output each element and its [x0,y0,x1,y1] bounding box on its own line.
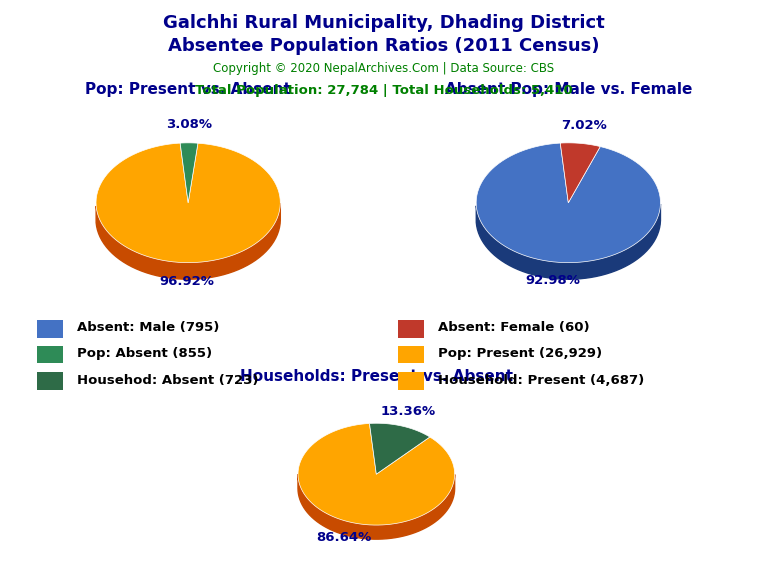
Text: Absent: Female (60): Absent: Female (60) [439,321,590,335]
Polygon shape [476,204,660,279]
Text: 96.92%: 96.92% [160,275,214,287]
FancyBboxPatch shape [38,346,63,363]
Text: 3.08%: 3.08% [166,118,212,131]
FancyBboxPatch shape [399,372,424,390]
Text: Househod: Absent (723): Househod: Absent (723) [77,374,259,387]
Polygon shape [298,474,455,539]
Text: 13.36%: 13.36% [381,405,435,418]
FancyBboxPatch shape [38,372,63,390]
Text: Copyright © 2020 NepalArchives.Com | Data Source: CBS: Copyright © 2020 NepalArchives.Com | Dat… [214,62,554,75]
Text: Pop: Present vs. Absent: Pop: Present vs. Absent [85,82,291,97]
Polygon shape [96,203,280,279]
Text: Pop: Absent (855): Pop: Absent (855) [77,347,212,360]
Polygon shape [96,143,280,263]
Polygon shape [298,423,455,525]
FancyBboxPatch shape [399,346,424,363]
Text: 86.64%: 86.64% [316,530,372,544]
Text: Absent Pop: Male vs. Female: Absent Pop: Male vs. Female [445,82,692,97]
Text: Household: Present (4,687): Household: Present (4,687) [439,374,644,387]
Polygon shape [180,143,198,203]
Text: Galchhi Rural Municipality, Dhading District: Galchhi Rural Municipality, Dhading Dist… [163,14,605,32]
FancyBboxPatch shape [399,320,424,338]
Text: Households: Present vs. Absent: Households: Present vs. Absent [240,369,513,384]
FancyBboxPatch shape [38,320,63,338]
Text: Absent: Male (795): Absent: Male (795) [77,321,220,335]
Polygon shape [561,143,601,203]
Text: Pop: Present (26,929): Pop: Present (26,929) [439,347,602,360]
Text: Total Population: 27,784 | Total Households: 5,410: Total Population: 27,784 | Total Househo… [195,84,573,97]
Text: Absentee Population Ratios (2011 Census): Absentee Population Ratios (2011 Census) [168,37,600,55]
Polygon shape [369,423,430,474]
Polygon shape [476,143,660,263]
Text: 92.98%: 92.98% [525,274,581,287]
Text: 7.02%: 7.02% [561,119,607,131]
